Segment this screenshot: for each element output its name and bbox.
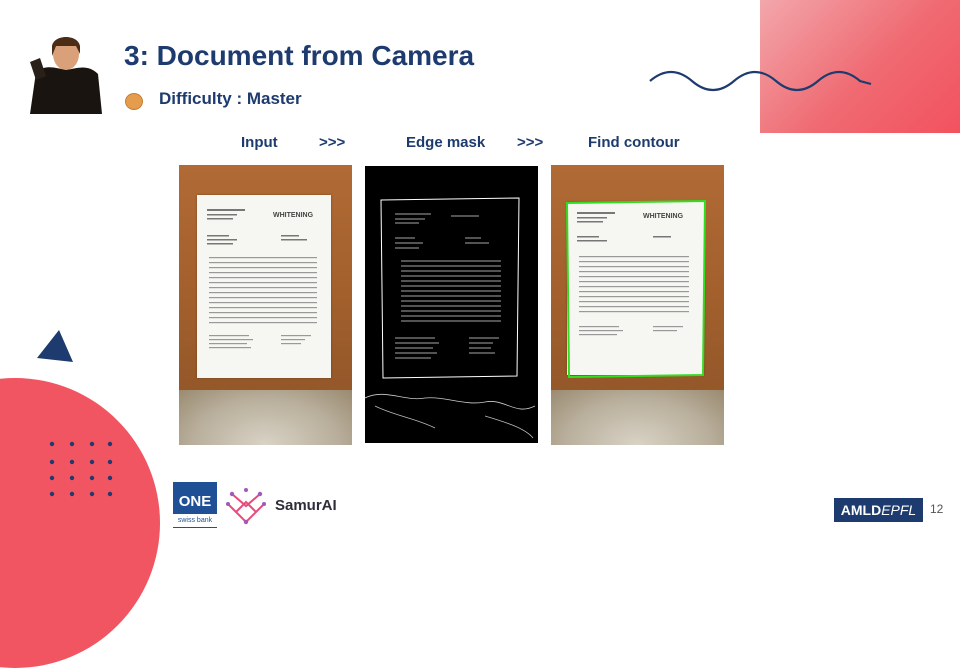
one-logo-text: ONE	[173, 494, 217, 510]
step-arrow: >>>	[517, 134, 543, 151]
document-page: WHITENING	[197, 195, 331, 378]
fabric-foreground	[179, 390, 352, 445]
step-arrow: >>>	[319, 134, 345, 151]
presenter-avatar	[26, 32, 104, 114]
wave-decoration	[648, 66, 873, 96]
contour-image: WHITENING	[551, 165, 724, 445]
step-label-find-contour: Find contour	[588, 134, 680, 151]
edge-lines	[365, 166, 538, 443]
fabric-foreground	[551, 390, 724, 445]
epfl-logo-text: EPFL	[881, 502, 916, 518]
document-logo-text: WHITENING	[273, 212, 314, 219]
triangle-decoration	[37, 330, 73, 362]
amld-logo-text: AMLD	[841, 502, 881, 518]
circle-decoration	[0, 378, 160, 668]
step-label-edge-mask: Edge mask	[406, 134, 485, 151]
dot-grid-decoration	[46, 438, 116, 498]
input-image: WHITENING	[179, 165, 352, 445]
difficulty-dot-icon	[125, 93, 143, 110]
edge-mask-image	[365, 166, 538, 443]
page-number: 12	[930, 502, 943, 516]
amld-epfl-logo: AMLDEPFL	[834, 498, 923, 522]
swiss-bank-logo-text: swiss bank	[173, 514, 217, 527]
difficulty-label: Difficulty : Master	[159, 89, 302, 109]
samurai-logo-text: SamurAI	[275, 497, 337, 514]
one-swiss-bank-logo: ONE swiss bank	[173, 482, 217, 528]
samurai-logo-icon	[222, 486, 270, 526]
document-text-lines: WHITENING	[197, 195, 331, 378]
step-label-input: Input	[241, 134, 278, 151]
slide-title: 3: Document from Camera	[124, 40, 474, 72]
